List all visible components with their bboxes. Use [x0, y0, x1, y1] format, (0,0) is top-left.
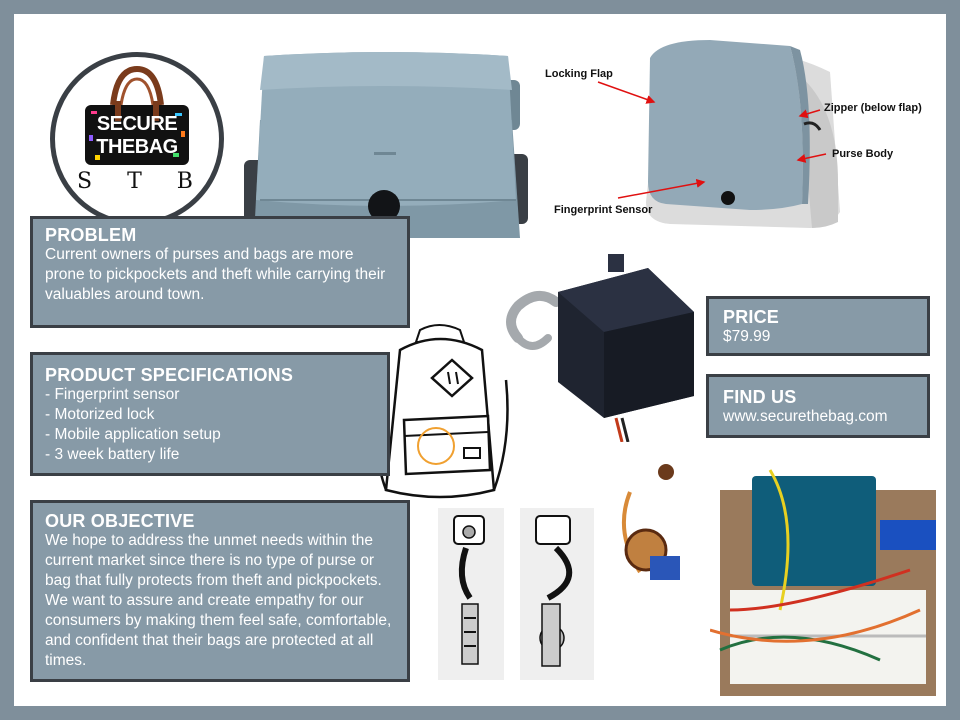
specs-title: PRODUCT SPECIFICATIONS	[45, 365, 294, 385]
logo-line-thebag: THEBAG	[96, 136, 178, 158]
logo-abbrev: S T B	[77, 169, 207, 194]
problem-title: PROBLEM	[45, 225, 137, 245]
objective-title: OUR OBJECTIVE	[45, 511, 195, 531]
callout-fingerprint-sensor: Fingerprint Sensor	[554, 204, 653, 216]
objective-panel: OUR OBJECTIVE We hope to address the unm…	[30, 500, 410, 682]
spec-item: - 3 week battery life	[45, 446, 180, 463]
poster-canvas: SECURE THEBAG S T B	[14, 14, 946, 706]
logo-badge: SECURE THEBAG S T B	[50, 52, 224, 226]
mini-servo-photo	[621, 464, 680, 580]
specs-panel: PRODUCT SPECIFICATIONS - Fingerprint sen…	[30, 352, 390, 476]
find-us-title: FIND US	[723, 387, 797, 407]
spec-item: - Fingerprint sensor	[45, 386, 180, 403]
callout-arrows	[597, 81, 827, 199]
zipper-sketches	[438, 508, 594, 680]
servo-motor-photo	[506, 254, 694, 442]
callout-zipper: Zipper (below flap)	[824, 102, 922, 114]
specs-list: - Fingerprint sensor - Motorized lock - …	[45, 385, 375, 465]
logo-line-secure: SECURE	[96, 113, 178, 135]
price-panel: PRICE $79.99	[706, 296, 930, 356]
price-title: PRICE	[723, 307, 780, 327]
backpack-sketch	[372, 324, 509, 499]
price-value: $79.99	[723, 328, 771, 345]
spec-item: - Motorized lock	[45, 406, 155, 423]
bag-logo-icon	[85, 65, 189, 165]
callout-purse-body: Purse Body	[832, 148, 894, 160]
find-us-url[interactable]: www.securethebag.com	[723, 408, 888, 425]
problem-panel: PROBLEM Current owners of purses and bag…	[30, 216, 410, 328]
problem-text: Current owners of purses and bags are mo…	[45, 246, 386, 303]
spec-item: - Mobile application setup	[45, 426, 221, 443]
objective-text: We hope to address the unmet needs withi…	[45, 532, 392, 669]
arduino-breadboard-photo	[710, 469, 936, 696]
callout-locking-flap: Locking Flap	[545, 68, 613, 80]
messenger-bag-photo	[244, 52, 528, 240]
find-us-panel: FIND US www.securethebag.com	[706, 374, 930, 438]
